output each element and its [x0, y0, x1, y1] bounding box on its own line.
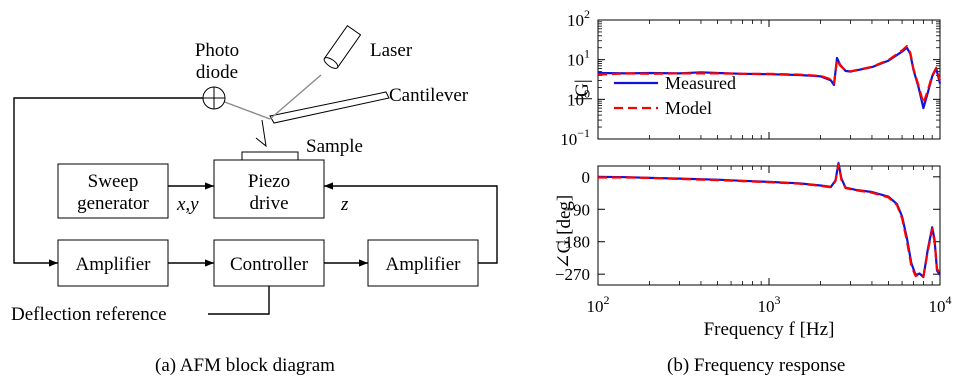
phase-plot: 0 −90 −180 −270 102 103 104	[555, 162, 952, 316]
y-tick-label: −90	[563, 200, 590, 219]
afm-block-diagram: Laser Cantilever Photo diode Sample Swee…	[11, 24, 498, 325]
reflected-beam	[221, 100, 271, 120]
sample-block	[241, 151, 299, 161]
series-line-measured	[597, 162, 941, 279]
caption-b: (b) Frequency response	[667, 355, 846, 376]
legend-label-measured: Measured	[665, 73, 736, 93]
caption-a: (a) AFM block diagram	[155, 355, 335, 376]
y-tick-label: 102	[567, 7, 590, 30]
wire-photodiode-to-amplifier	[13, 97, 203, 267]
legend: Measured Model	[614, 73, 736, 118]
y-tick-label: 0	[582, 168, 591, 187]
y-tick-label: 100	[567, 86, 590, 109]
y-tick-label: −180	[555, 233, 590, 252]
y-tick-label: 101	[567, 47, 590, 70]
x-tick-label: 102	[587, 293, 610, 316]
svg-text:generator: generator	[77, 193, 149, 214]
photodiode-label-line2: diode	[196, 62, 238, 83]
legend-label-model: Model	[665, 98, 712, 118]
series-line-measured	[597, 46, 942, 110]
svg-text:Controller: Controller	[230, 254, 309, 275]
sweep-generator-block: Sweep generator	[57, 163, 169, 219]
frequency-response-charts: 10−1 100 101 102 Measured Model 0 −90 −180 −270 1…	[554, 7, 952, 340]
z-label: z	[340, 194, 349, 215]
wire-amp-to-piezo	[324, 182, 498, 264]
piezo-drive-block: Piezo drive	[213, 159, 325, 219]
deflection-reference-label: Deflection reference	[11, 304, 167, 325]
controller-block: Controller	[213, 239, 325, 287]
laser-beam	[269, 74, 322, 120]
plot-frame	[597, 19, 941, 140]
cantilever-tip-icon	[255, 119, 267, 148]
cantilever-icon	[269, 91, 390, 124]
svg-text:Piezo: Piezo	[248, 171, 290, 192]
cantilever-label: Cantilever	[389, 85, 469, 106]
series-line-model	[597, 44, 942, 105]
magnitude-plot: 10−1 100 101 102 Measured Model	[560, 7, 942, 149]
svg-text:Sweep: Sweep	[88, 171, 139, 192]
wire-reference-to-controller	[208, 286, 270, 315]
photodiode-label-line1: Photo	[195, 40, 239, 61]
amplifier-right-block: Amplifier	[367, 239, 479, 287]
sample-label: Sample	[306, 136, 363, 157]
phase-ylabel: ∠G [deg]	[554, 195, 575, 269]
laser-label: Laser	[370, 40, 413, 61]
x-tick-label: 104	[929, 293, 952, 316]
plot-frame	[597, 165, 941, 286]
y-tick-label: 10−1	[560, 126, 590, 149]
magnitude-ylabel: |G|	[572, 79, 593, 100]
xy-label: x,y	[176, 194, 199, 215]
frequency-xlabel: Frequency f [Hz]	[704, 319, 835, 340]
x-tick-label: 103	[758, 293, 781, 316]
svg-text:drive: drive	[249, 193, 288, 214]
laser-icon	[323, 24, 362, 69]
photodiode-icon	[202, 86, 226, 110]
svg-text:Amplifier: Amplifier	[76, 254, 152, 275]
y-tick-label: −270	[555, 265, 590, 284]
amplifier-left-block: Amplifier	[57, 239, 169, 287]
svg-text:Amplifier: Amplifier	[386, 254, 462, 275]
